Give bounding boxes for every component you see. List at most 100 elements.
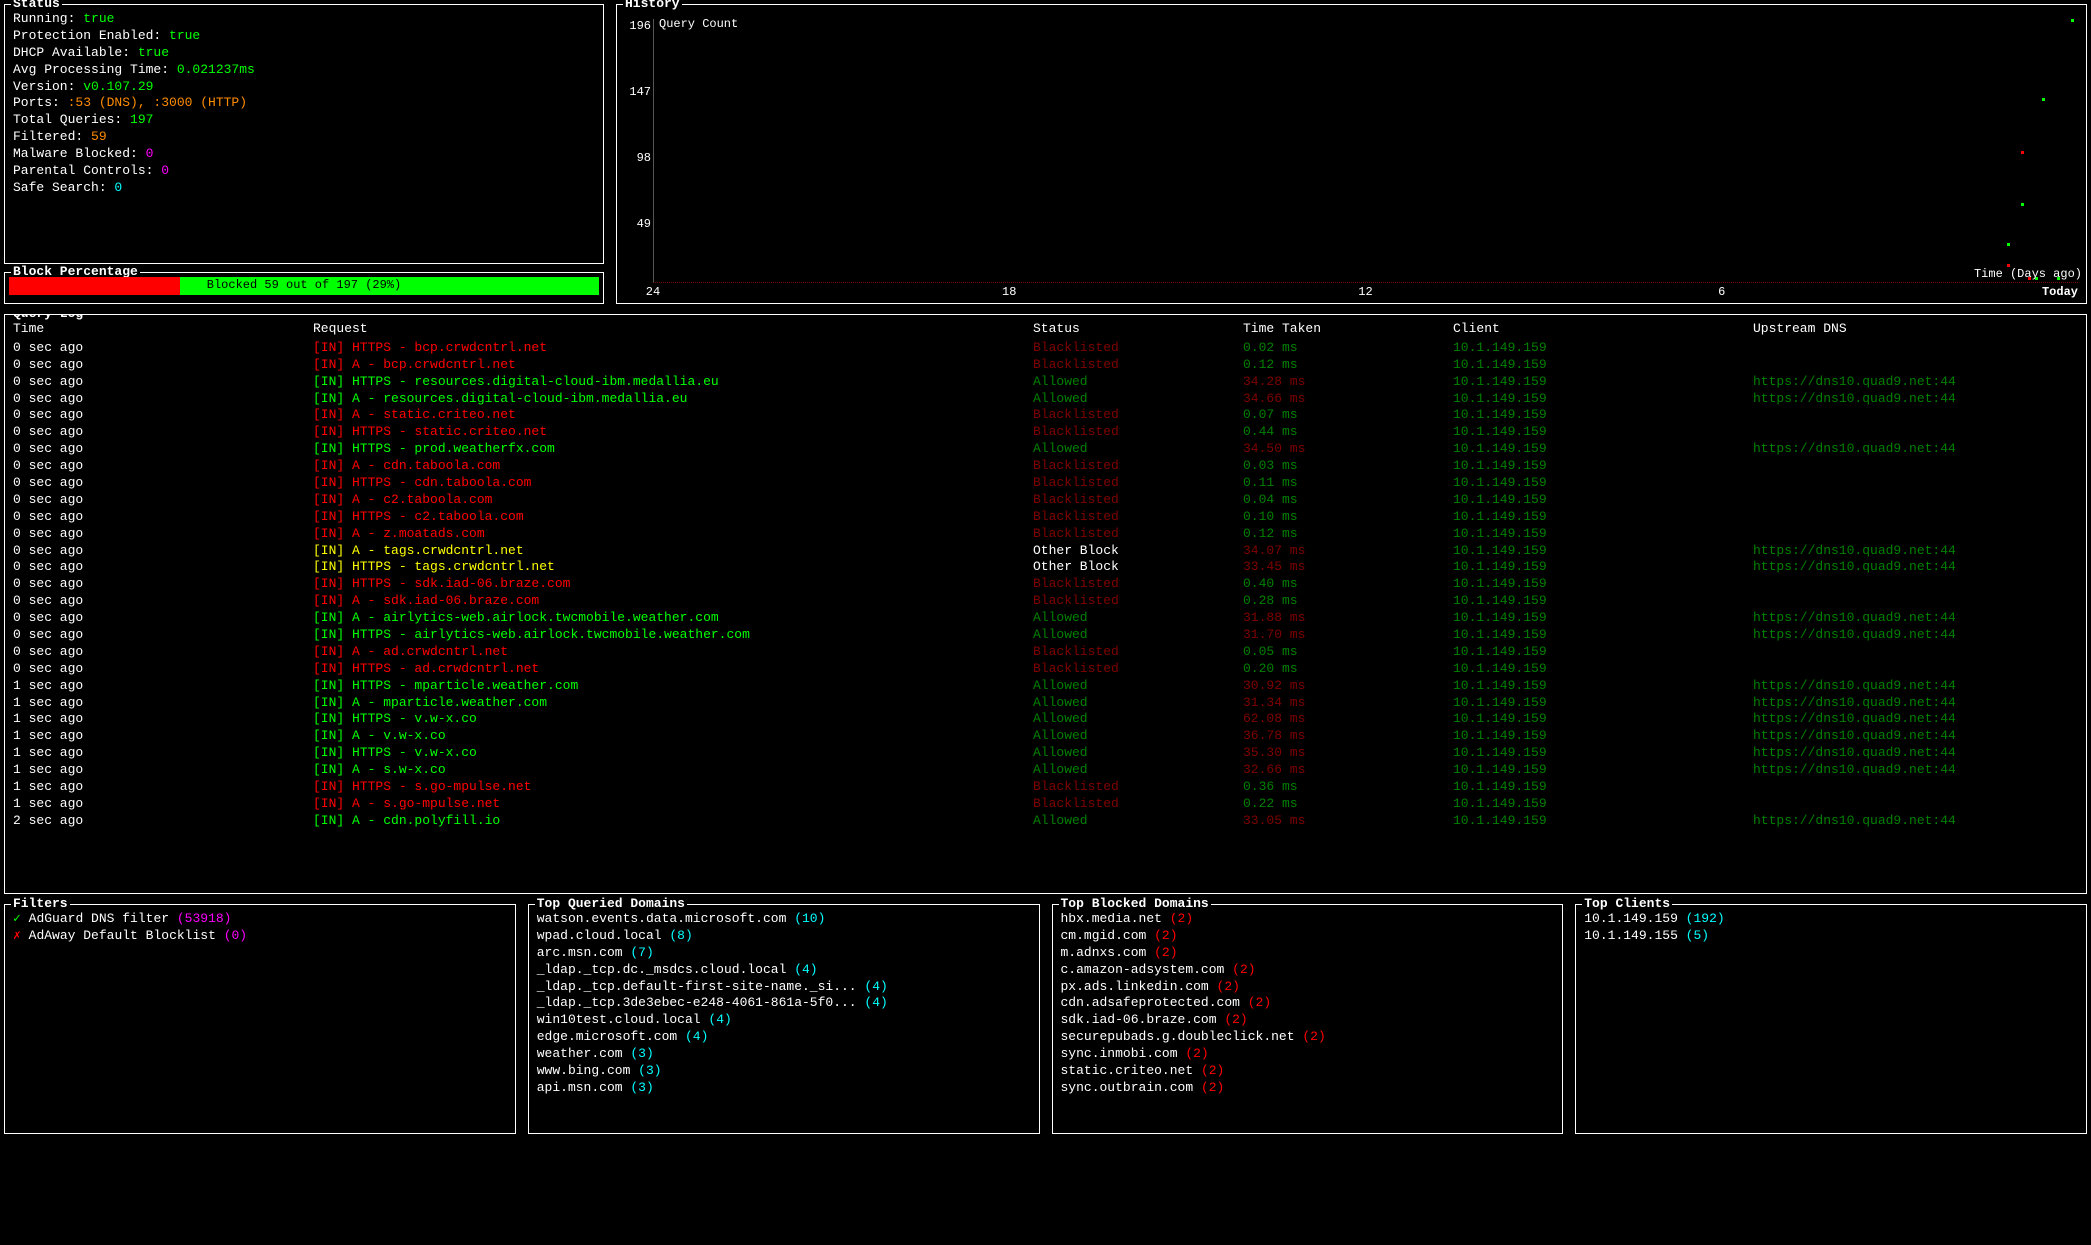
list-item-name: sync.inmobi.com [1061,1046,1186,1061]
list-item: _ldap._tcp.default-first-site-name._si..… [537,979,1031,996]
list-item: _ldap._tcp.3de3ebec-e248-4061-861a-5f0..… [537,995,1031,1012]
filter-count: (53918) [177,911,232,926]
list-item: m.adnxs.com (2) [1061,945,1555,962]
status-value: 0.021237ms [177,62,255,77]
ql-cell: Allowed [1033,728,1243,745]
ql-row: 0 sec ago[IN] A - c2.taboola.comBlacklis… [13,492,2078,509]
ql-cell: 1 sec ago [13,711,313,728]
ql-cell: Allowed [1033,711,1243,728]
query-log-title: Query Log [11,314,85,323]
list-item-name: _ldap._tcp.3de3ebec-e248-4061-861a-5f0..… [537,995,865,1010]
ql-header-cell: Time [13,321,313,338]
ql-cell: [IN] HTTPS - v.w-x.co [313,745,1033,762]
list-item-count: (4) [685,1029,708,1044]
ql-cell: Blacklisted [1033,492,1243,509]
ql-row: 0 sec ago[IN] A - bcp.crwdcntrl.netBlack… [13,357,2078,374]
list-item-count: (4) [794,962,817,977]
chart-dot [2042,98,2045,101]
ql-cell: Blacklisted [1033,407,1243,424]
chart-dot [2007,264,2010,267]
filters-title: Filters [11,896,70,913]
ql-row: 1 sec ago[IN] HTTPS - s.go-mpulse.netBla… [13,779,2078,796]
ql-cell: 0 sec ago [13,391,313,408]
ql-cell: 0.12 ms [1243,526,1453,543]
ql-row: 1 sec ago[IN] HTTPS - v.w-x.coAllowed35.… [13,745,2078,762]
ql-cell: [IN] A - static.criteo.net [313,407,1033,424]
ql-cell: [IN] HTTPS - static.criteo.net [313,424,1033,441]
ql-cell: 10.1.149.159 [1453,728,1753,745]
list-item: sdk.iad-06.braze.com (2) [1061,1012,1555,1029]
ql-row: 0 sec ago[IN] A - tags.crwdcntrl.netOthe… [13,543,2078,560]
x-tick: Today [2042,285,2078,301]
ql-cell: 0 sec ago [13,509,313,526]
ql-cell: 0 sec ago [13,627,313,644]
list-item-count: (4) [708,1012,731,1027]
ql-cell: https://dns10.quad9.net:44 [1753,391,2078,408]
bar-blocked-segment [9,277,180,295]
ql-cell: 1 sec ago [13,745,313,762]
ql-cell: Allowed [1033,441,1243,458]
ql-cell [1753,424,2078,441]
list-item: arc.msn.com (7) [537,945,1031,962]
ql-row: 1 sec ago[IN] A - mparticle.weather.comA… [13,695,2078,712]
list-item-name: cdn.adsafeprotected.com [1061,995,1248,1010]
list-item: sync.inmobi.com (2) [1061,1046,1555,1063]
list-item-count: (2) [1224,1012,1247,1027]
ql-cell [1753,661,2078,678]
ql-cell: 0 sec ago [13,644,313,661]
ql-cell: Blacklisted [1033,509,1243,526]
ql-row: 0 sec ago[IN] HTTPS - tags.crwdcntrl.net… [13,559,2078,576]
ql-cell: 33.05 ms [1243,813,1453,830]
ql-cell: Allowed [1033,627,1243,644]
list-item-name: 10.1.149.155 [1584,928,1685,943]
ql-cell: 0 sec ago [13,576,313,593]
list-item-count: (3) [630,1046,653,1061]
status-value: 0 [161,163,169,178]
status-label: Filtered: [13,129,91,144]
status-panel: Status Running: trueProtection Enabled: … [4,4,604,264]
ql-cell: 10.1.149.159 [1453,678,1753,695]
ql-cell: 10.1.149.159 [1453,492,1753,509]
list-item-name: securepubads.g.doubleclick.net [1061,1029,1303,1044]
ql-cell [1753,475,2078,492]
ql-cell: 0 sec ago [13,441,313,458]
filter-item: ✗ AdAway Default Blocklist (0) [13,928,507,945]
list-item-name: weather.com [537,1046,631,1061]
list-item-name: cm.mgid.com [1061,928,1155,943]
ql-cell: https://dns10.quad9.net:44 [1753,745,2078,762]
list-item-count: (4) [864,995,887,1010]
ql-cell: 33.45 ms [1243,559,1453,576]
ql-cell: 10.1.149.159 [1453,796,1753,813]
ql-cell: 10.1.149.159 [1453,458,1753,475]
ql-row: 0 sec ago[IN] HTTPS - static.criteo.netB… [13,424,2078,441]
ql-cell: Blacklisted [1033,576,1243,593]
list-item-count: (4) [864,979,887,994]
ql-cell [1753,593,2078,610]
list-item-count: (2) [1217,979,1240,994]
ql-cell: Blacklisted [1033,661,1243,678]
list-item-count: (10) [794,911,825,926]
ql-cell: 10.1.149.159 [1453,526,1753,543]
ql-cell [1753,526,2078,543]
ql-row: 1 sec ago[IN] A - v.w-x.coAllowed36.78 m… [13,728,2078,745]
top-blocked-panel: Top Blocked Domains hbx.media.net (2)cm.… [1052,904,1564,1134]
history-panel: History Query Count 1961479849 Time (Day… [616,4,2087,304]
ql-row: 1 sec ago[IN] A - s.go-mpulse.netBlackli… [13,796,2078,813]
ql-cell: [IN] A - airlytics-web.airlock.twcmobile… [313,610,1033,627]
filter-mark: ✓ [13,911,29,926]
ql-header-cell: Client [1453,321,1753,338]
list-item-name: static.criteo.net [1061,1063,1201,1078]
x-axis-label: Time (Days ago) [1974,267,2082,283]
ql-cell: [IN] HTTPS - s.go-mpulse.net [313,779,1033,796]
ql-cell: 34.07 ms [1243,543,1453,560]
list-item-name: sync.outbrain.com [1061,1080,1201,1095]
list-item-count: (8) [669,928,692,943]
ql-cell: 10.1.149.159 [1453,610,1753,627]
status-label: Total Queries: [13,112,130,127]
status-line: Version: v0.107.29 [13,79,595,96]
ql-cell: [IN] HTTPS - mparticle.weather.com [313,678,1033,695]
ql-cell: 10.1.149.159 [1453,407,1753,424]
ql-cell: 10.1.149.159 [1453,559,1753,576]
ql-cell: [IN] A - cdn.taboola.com [313,458,1033,475]
status-line: Safe Search: 0 [13,180,595,197]
